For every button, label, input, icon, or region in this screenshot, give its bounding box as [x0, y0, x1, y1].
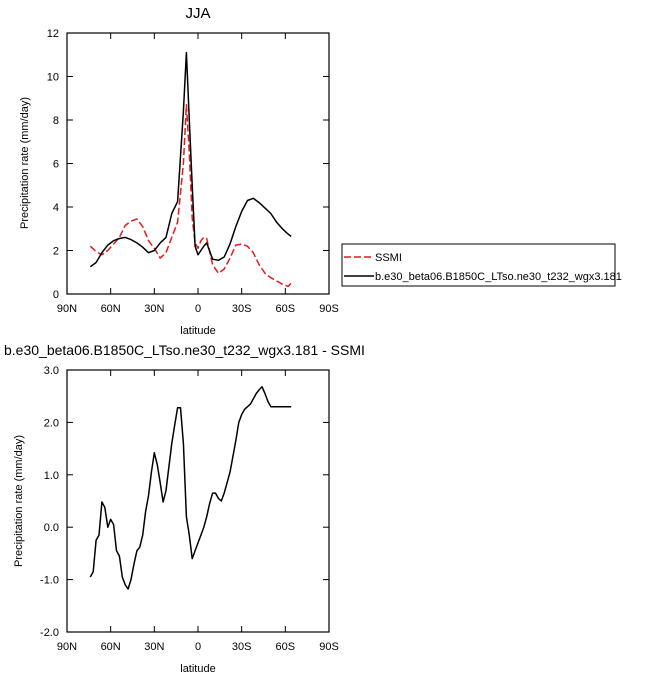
- bottom-x-axis: 90N 60N 30N 0 30S 60S 90S: [57, 370, 339, 653]
- top-x-tick-label: 30N: [144, 303, 164, 315]
- top-y-tick-label: 6: [53, 159, 59, 171]
- bottom-y-tick-label: -1.0: [40, 575, 59, 587]
- top-y-tick-label: 4: [53, 202, 59, 214]
- legend-box: [341, 243, 616, 287]
- bottom-y-tick-label: 3.0: [44, 365, 59, 377]
- bottom-series-group: [89, 386, 292, 590]
- bottom-x-tick-label: 0: [195, 641, 201, 653]
- bottom-x-tick-label: 90N: [57, 641, 77, 653]
- top-x-tick-label: 60N: [101, 303, 121, 315]
- top-x-tick-label: 30S: [232, 303, 252, 315]
- bottom-y-tick-label: -2.0: [40, 627, 59, 639]
- legend: SSMI b.e30_beta06.B1850C_LTso.ne30_t232_…: [341, 243, 622, 287]
- top-series-line-0: [89, 104, 292, 288]
- top-x-axis: 90N 60N 30N 0 30S 60S 90S: [57, 33, 339, 315]
- bottom-y-tick-label: 1.0: [44, 470, 59, 482]
- top-series-group: [89, 51, 292, 288]
- bottom-x-tick-label: 30N: [144, 641, 164, 653]
- bottom-x-tick-label: 60N: [101, 641, 121, 653]
- bottom-x-tick-label: 90S: [319, 641, 339, 653]
- legend-label-ssmi: SSMI: [375, 252, 402, 264]
- top-y-axis: 0 2 4 6 8 10 12: [47, 28, 329, 301]
- bottom-chart-title: b.e30_beta06.B1850C_LTso.ne30_t232_wgx3.…: [4, 342, 365, 358]
- bottom-y-axis-label: Precipitation rate (mm/day): [13, 435, 25, 567]
- top-y-axis-label: Precipitation rate (mm/day): [19, 97, 31, 229]
- top-panel: JJA 0 2 4 6 8 10 12 90N 60N 30N 0 30S 60S 90S Precip…: [19, 5, 339, 337]
- bottom-series-line-0: [89, 386, 292, 590]
- bottom-y-tick-label: 0.0: [44, 522, 59, 534]
- legend-label-model: b.e30_beta06.B1850C_LTso.ne30_t232_wgx3.…: [375, 271, 622, 283]
- top-y-tick-label: 0: [53, 289, 59, 301]
- top-chart-title: JJA: [185, 5, 210, 22]
- top-x-tick-label: 60S: [276, 303, 296, 315]
- bottom-x-axis-label: latitude: [180, 663, 215, 675]
- bottom-panel: b.e30_beta06.B1850C_LTso.ne30_t232_wgx3.…: [4, 342, 365, 675]
- top-x-tick-label: 90N: [57, 303, 77, 315]
- bottom-plot-frame: [66, 369, 330, 633]
- bottom-x-tick-label: 30S: [232, 641, 252, 653]
- top-x-axis-label: latitude: [180, 325, 215, 337]
- top-series-line-1: [89, 51, 292, 268]
- top-y-tick-label: 2: [53, 246, 59, 258]
- bottom-x-tick-label: 60S: [276, 641, 296, 653]
- top-y-tick-label: 10: [47, 72, 59, 84]
- bottom-y-tick-label: 2.0: [44, 417, 59, 429]
- top-y-tick-label: 8: [53, 115, 59, 127]
- top-x-tick-label: 0: [195, 303, 201, 315]
- top-y-tick-label: 12: [47, 28, 59, 40]
- bottom-y-axis: -2.0 -1.0 0.0 1.0 2.0 3.0: [40, 365, 329, 639]
- top-x-tick-label: 90S: [319, 303, 339, 315]
